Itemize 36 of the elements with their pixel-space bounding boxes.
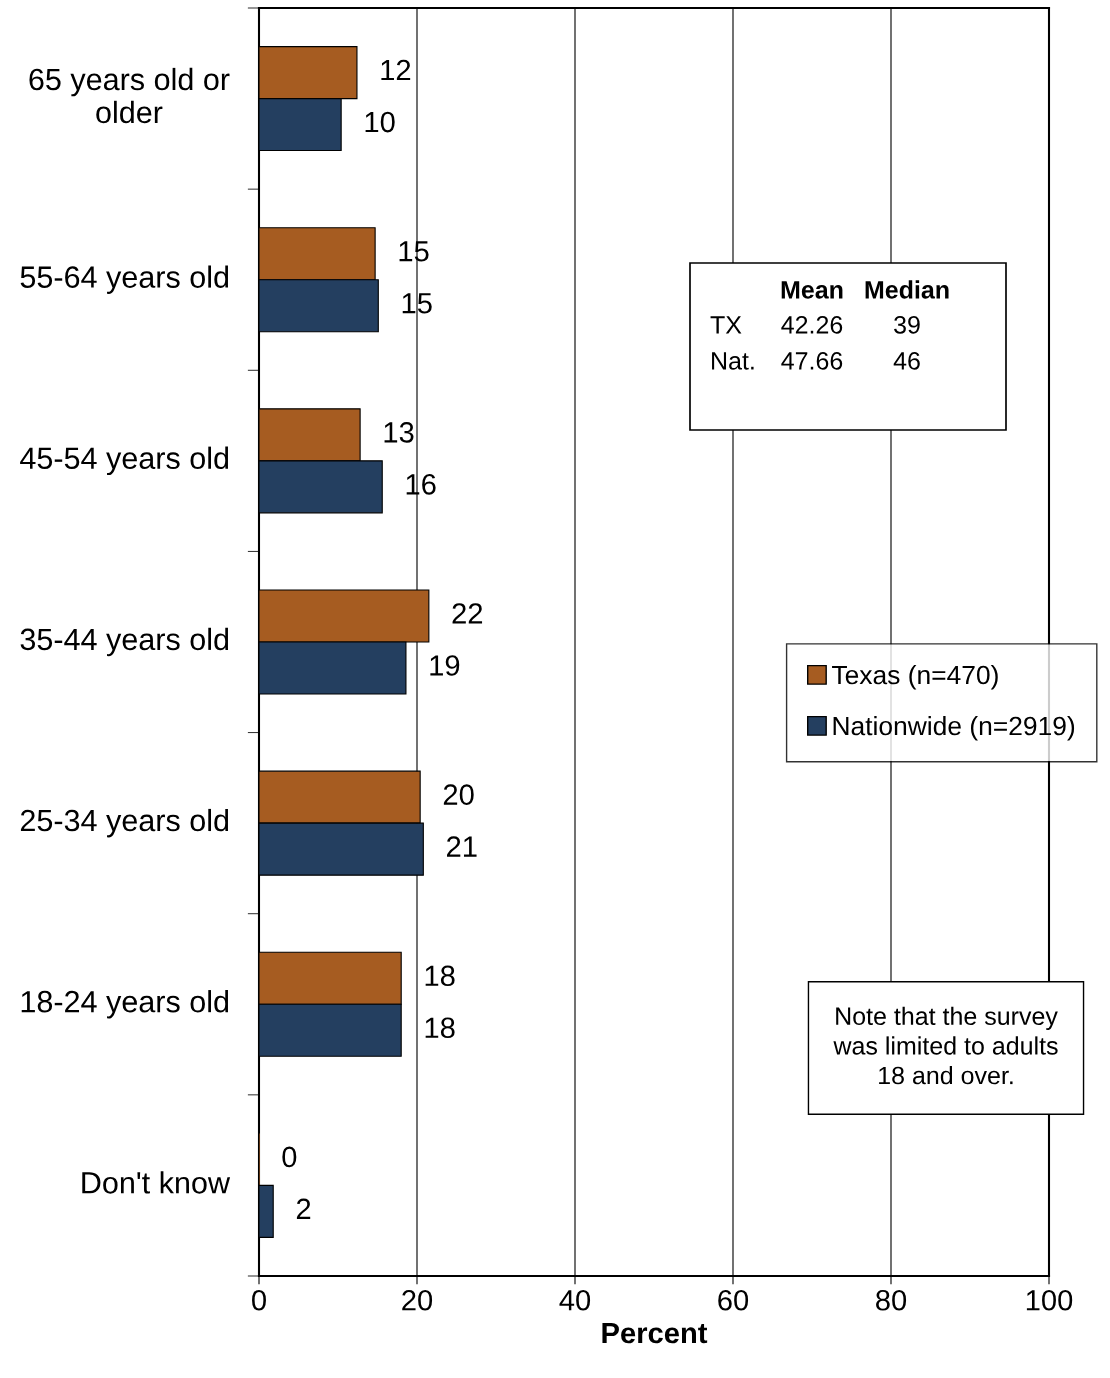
annotation: Note that the survey was limited to adults 18 and over. xyxy=(833,1006,1058,1085)
data-label: 20 xyxy=(443,784,474,805)
x-tick-label: 40 xyxy=(559,1289,591,1311)
annotation: Mean xyxy=(781,281,843,299)
y-tick-label: 25-34 years old xyxy=(20,808,229,838)
data-label: 18 xyxy=(425,1017,455,1039)
annotation: Median xyxy=(865,280,949,299)
y-tick-label: 18-24 years old xyxy=(21,990,229,1019)
data-label: 10 xyxy=(365,111,395,133)
data-label: 0 xyxy=(282,1146,297,1168)
annotation: Nat. xyxy=(712,352,754,370)
y-tick-label: 55-64 years old xyxy=(20,265,229,294)
x-tick-label: 100 xyxy=(1026,1289,1073,1311)
data-label: 19 xyxy=(430,655,460,676)
data-label: 12 xyxy=(381,59,411,81)
data-label: 22 xyxy=(452,603,483,624)
x-tick-label: 60 xyxy=(718,1289,749,1311)
x-tick-label: 80 xyxy=(876,1289,907,1311)
data-label: 21 xyxy=(447,836,477,857)
x-axis-title: Percent xyxy=(602,1323,708,1344)
legend-label: Texas (n=470) xyxy=(832,664,998,690)
y-tick-label: Don't know xyxy=(82,1171,231,1194)
y-tick-label: 45-54 years old xyxy=(20,446,229,476)
annotation: 47.66 xyxy=(781,352,843,370)
data-label: 13 xyxy=(384,422,414,443)
x-tick-label: 0 xyxy=(252,1289,266,1311)
y-tick-label: 65 years old or older xyxy=(29,67,230,124)
annotation: 46 xyxy=(893,352,920,370)
legend-label: Nationwide (n=2919) xyxy=(833,715,1075,741)
annotation: TX xyxy=(710,316,742,334)
data-label: 2 xyxy=(296,1198,311,1219)
annotation: 42.26 xyxy=(781,316,843,334)
annotation: 39 xyxy=(894,316,920,334)
y-tick-label: 35-44 years old xyxy=(20,627,229,657)
data-label: 18 xyxy=(425,965,455,987)
x-tick-label: 20 xyxy=(402,1289,433,1311)
